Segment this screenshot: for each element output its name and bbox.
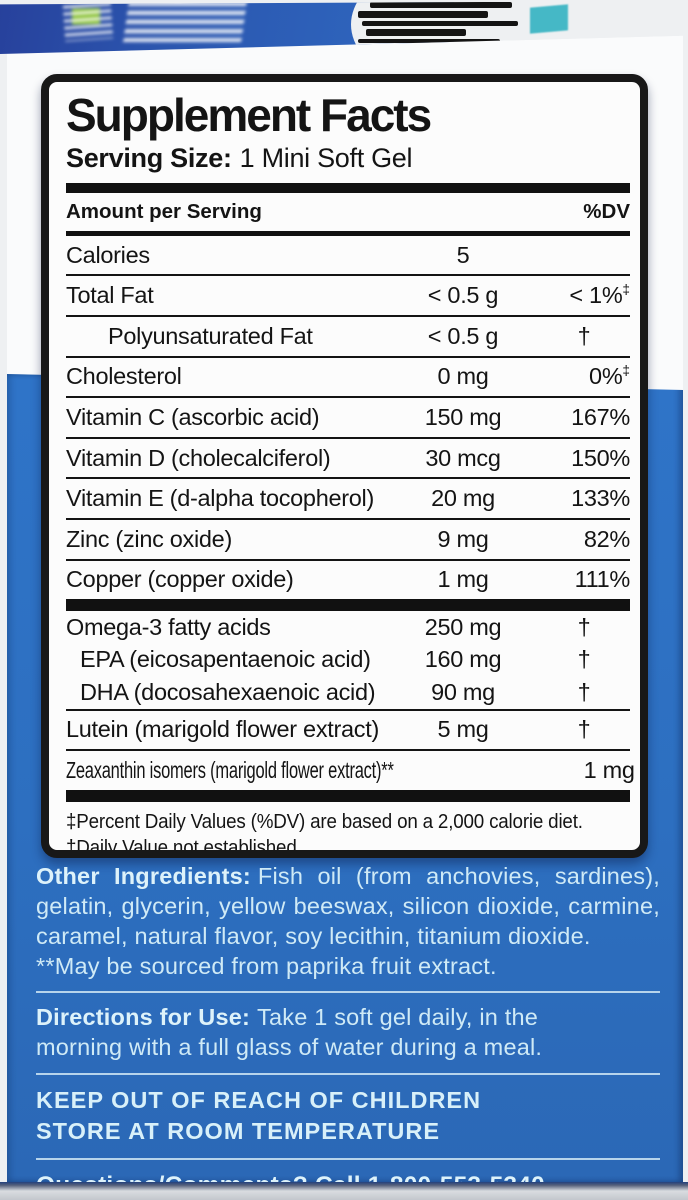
footnotes: ‡Percent Daily Values (%DV) are based on… — [66, 802, 630, 858]
nutrient-dv: 82% — [583, 525, 630, 552]
warning-children: KEEP OUT OF REACH OF CHILDREN — [36, 1087, 482, 1114]
directions-paragraph: Directions for Use: Take 1 soft gel daily… — [36, 1003, 660, 1063]
nutrient-row: Omega-3 fatty acids 250 mg † — [66, 611, 630, 644]
separator-line — [36, 1157, 660, 1160]
nutrient-amount: 5 mg — [437, 716, 489, 743]
nutrient-dv: † — [577, 678, 591, 705]
nutrient-name: Zeaxanthin isomers (marigold flower extr… — [66, 757, 394, 784]
nutrient-row: Total Fat < 0.5 g < 1%‡ — [66, 276, 630, 318]
nutrient-amount: 5 — [456, 241, 470, 268]
blurred-print-1 — [62, 2, 114, 42]
nutrient-name: Cholesterol — [66, 363, 182, 390]
column-headers: Amount per Serving %DV — [66, 193, 630, 231]
serving-size-label: Serving Size: — [66, 142, 232, 173]
nutrient-row: Zeaxanthin isomers (marigold flower extr… — [66, 751, 635, 790]
nutrient-amount: 250 mg — [424, 613, 502, 640]
divider-bar-section — [66, 599, 630, 612]
nutrient-name: Zinc (zinc oxide) — [66, 525, 232, 552]
dv-footnote-mark: ‡ — [622, 282, 630, 298]
box-top-flap — [0, 1, 688, 54]
nutrient-row: Calories 5 — [66, 236, 630, 277]
nutrient-row: Zinc (zinc oxide) 9 mg 82% — [66, 520, 630, 561]
nutrient-dv: † — [577, 716, 591, 743]
nutrient-row: Copper (copper oxide) 1 mg 111% — [66, 561, 630, 600]
nutrient-name: Polyunsaturated Fat — [108, 322, 313, 349]
nutrient-name: DHA (docosahexaenoic acid) — [80, 678, 376, 705]
nutrient-name: Omega-3 fatty acids — [66, 613, 271, 640]
supplement-facts-panel: Supplement Facts Serving Size: 1 Mini Sof… — [41, 74, 648, 858]
nutrient-amount: < 0.5 g — [427, 282, 499, 309]
nutrient-row: EPA (eicosapentaenoic acid) 160 mg † — [66, 644, 630, 677]
nutrient-dv: † — [577, 613, 591, 640]
nutrient-amount: 9 mg — [437, 525, 489, 552]
divider-bar-medium — [66, 230, 630, 236]
warning-storage: STORE AT ROOM TEMPERATURE — [36, 1118, 441, 1145]
amount-per-serving-header: Amount per Serving — [66, 199, 262, 223]
nutrient-amount: 150 mg — [424, 404, 502, 430]
nutrient-name: Vitamin D (cholecalciferol) — [66, 444, 331, 471]
footnote-dv: ‡Percent Daily Values (%DV) are based on… — [66, 810, 583, 833]
box-bottom-edge — [0, 1182, 688, 1200]
nutrient-row: Vitamin C (ascorbic acid) 150 mg 167% — [66, 398, 630, 439]
package-info-section: Other Ingredients: Fish oil (from anchovi… — [36, 862, 660, 1200]
nutrient-row: Vitamin D (cholecalciferol) 30 mcg 150% — [66, 439, 630, 480]
separator-line — [36, 991, 660, 994]
warning-block: KEEP OUT OF REACH OF CHILDREN STORE AT R… — [36, 1085, 660, 1148]
nutrient-dv: < 1%‡ — [569, 282, 630, 309]
nutrient-dv: 111% — [574, 566, 631, 593]
nutrient-name: Vitamin E (d-alpha tocopherol) — [66, 485, 374, 512]
directions-label: Directions for Use: — [36, 1004, 251, 1031]
nutrient-amount: 160 mg — [424, 646, 502, 673]
nutrient-name: EPA (eicosapentaenoic acid) — [80, 646, 371, 673]
nutrient-name: Copper (copper oxide) — [66, 566, 294, 593]
sourcing-note: **May be sourced from paprika fruit extr… — [36, 952, 497, 979]
teal-sticker — [529, 4, 568, 34]
nutrient-amount: 1 mg — [437, 566, 489, 593]
nutrient-name: Vitamin C (ascorbic acid) — [66, 404, 320, 430]
other-ingredients-label: Other Ingredients: — [36, 863, 251, 889]
nutrient-dv: † — [577, 322, 591, 349]
serving-size-value: 1 Mini Soft Gel — [239, 142, 413, 173]
panel-title: Supplement Facts — [66, 89, 432, 141]
separator-line — [36, 1073, 660, 1076]
nutrient-amount: 20 mg — [431, 485, 495, 512]
nutrient-section-1: Calories 5 Total Fat < 0.5 g < 1%‡ Polyunsatu… — [66, 236, 630, 599]
nutrient-dv: 0%‡ — [589, 363, 630, 390]
nutrient-row: Lutein (marigold flower extract) 5 mg † — [66, 711, 630, 752]
divider-bar-thick — [66, 182, 630, 193]
serving-size-line: Serving Size: 1 Mini Soft Gel — [66, 143, 630, 174]
directions-text: Take 1 soft gel daily, in the morning wi… — [36, 1004, 543, 1061]
nutrient-row: Polyunsaturated Fat < 0.5 g † — [66, 317, 630, 358]
nutrient-amount: 90 mg — [431, 678, 495, 705]
divider-bar-section — [66, 789, 630, 802]
nutrient-section-2: Omega-3 fatty acids 250 mg † EPA (eicosapen… — [66, 611, 635, 790]
other-ingredients-text: Fish oil (from anchovies, sardines), gel… — [36, 863, 660, 949]
nutrient-name: Total Fat — [66, 282, 154, 309]
nutrient-row: DHA (docosahexaenoic acid) 90 mg † — [66, 676, 630, 711]
nutrient-row: Cholesterol 0 mg 0%‡ — [66, 358, 630, 399]
nutrient-amount: < 0.5 g — [427, 322, 499, 349]
nutrient-amount: 1 mg — [583, 757, 635, 784]
dv-header: %DV — [583, 199, 630, 223]
nutrient-dv: 150% — [571, 444, 630, 471]
nutrient-dv: 133% — [571, 485, 630, 512]
nutrient-amount: 0 mg — [437, 363, 489, 390]
dv-footnote-mark: ‡ — [622, 363, 630, 379]
nutrient-dv: 167% — [571, 404, 630, 430]
nutrient-name: Calories — [66, 241, 150, 268]
blurred-print-2 — [123, 2, 247, 42]
nutrient-amount: 30 mcg — [425, 444, 501, 471]
nutrient-dv: † — [577, 646, 591, 673]
nutrient-row: Vitamin E (d-alpha tocopherol) 20 mg 133% — [66, 479, 630, 520]
other-ingredients-paragraph: Other Ingredients: Fish oil (from anchovi… — [36, 862, 660, 952]
nutrient-name: Lutein (marigold flower extract) — [66, 716, 379, 743]
footnote-dagger: †Daily Value not established. — [66, 836, 302, 858]
barcode-icon — [358, 2, 518, 43]
